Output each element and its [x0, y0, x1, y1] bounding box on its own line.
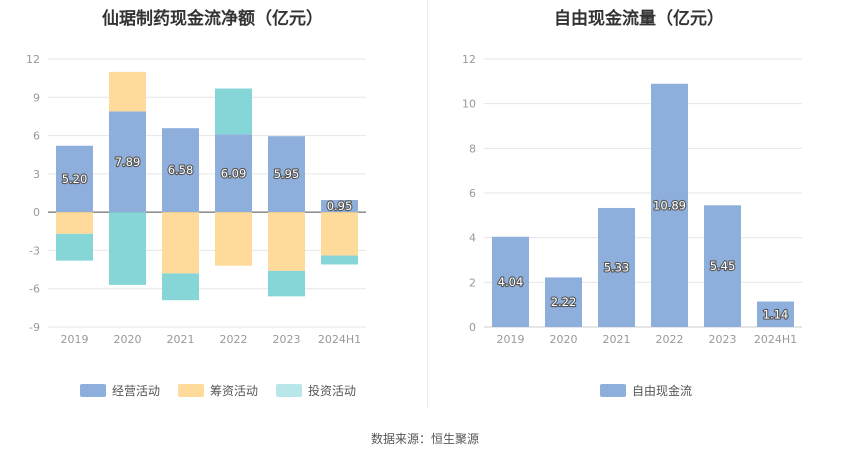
left-bar-筹资活动-2024H1	[321, 212, 358, 256]
right-data-label: 10.89	[653, 198, 686, 212]
left-bar-投资活动-2019	[56, 233, 93, 261]
legend-label-investing: 投资活动	[308, 384, 357, 398]
left-bar-经营活动-2024H1	[321, 200, 358, 213]
right-y-tick-label: 10	[462, 98, 476, 111]
right-bar-自由现金流-2021	[598, 207, 635, 327]
right-x-tick-label: 2019	[497, 333, 525, 346]
left-y-tick-label: 9	[33, 91, 40, 104]
left-data-label: 7.89	[115, 155, 141, 169]
left-y-tick-label: 12	[26, 53, 40, 66]
left-data-label: 5.20	[62, 172, 88, 186]
left-x-tick-label: 2020	[114, 333, 142, 346]
right-bar-自由现金流-2020	[545, 277, 582, 327]
left-bar-经营活动-2020	[109, 111, 146, 213]
right-x-tick-label: 2023	[709, 333, 737, 346]
right-y-tick-label: 12	[462, 53, 476, 66]
right-bar-自由现金流-2019	[492, 236, 529, 327]
left-bar-经营活动-2022	[215, 134, 252, 213]
legend-item-financing[interactable]: 筹资活动	[178, 382, 258, 399]
right-data-label: 4.04	[498, 275, 524, 289]
legend-swatch-operating	[80, 384, 106, 397]
legend-item-investing[interactable]: 投资活动	[276, 382, 356, 399]
right-chart-legend: 自由现金流	[600, 382, 692, 399]
left-bar-筹资活动-2019	[56, 212, 93, 234]
left-bar-经营活动-2023	[268, 136, 305, 213]
right-data-label: 1.14	[763, 307, 789, 321]
left-x-tick-label: 2022	[220, 333, 248, 346]
right-data-label: 5.45	[710, 259, 736, 273]
left-x-tick-label: 2019	[61, 333, 89, 346]
right-y-tick-label: 0	[469, 321, 476, 334]
right-x-tick-label: 2021	[603, 333, 631, 346]
charts-canvas: -9 -6 -3 0 3 6 9 12 2019 2020 2021 2022 2023 2024H1 5.…	[26, 53, 802, 346]
legend-label-financing: 筹资活动	[210, 384, 259, 398]
right-bar-自由现金流-2024H1	[757, 301, 794, 327]
legend-item-fcf[interactable]: 自由现金流	[600, 382, 692, 399]
legend-label-operating: 经营活动	[112, 384, 161, 398]
left-data-label: 6.58	[168, 163, 194, 177]
legend-swatch-investing	[276, 384, 303, 397]
left-chart-legend: 经营活动 筹资活动 投资活动	[80, 382, 356, 399]
right-data-label: 2.22	[551, 295, 577, 309]
right-chart-title: 自由现金流量（亿元）	[554, 9, 724, 29]
right-bar-自由现金流-2022	[651, 83, 688, 327]
left-y-tick-label: -9	[29, 321, 40, 334]
left-chart-title: 仙琚制药现金流净额（亿元）	[102, 9, 323, 29]
left-bar-投资活动-2021	[162, 273, 199, 301]
left-y-tick-label: -6	[29, 283, 40, 296]
right-y-tick-label: 8	[469, 142, 476, 155]
left-y-tick-label: 3	[33, 168, 40, 181]
data-source-note: 数据来源：恒生聚源	[370, 432, 479, 446]
left-x-tick-label: 2023	[273, 333, 301, 346]
left-bar-筹资活动-2021	[162, 212, 199, 274]
left-bar-投资活动-2022	[215, 88, 252, 135]
left-y-tick-label: -3	[29, 244, 40, 257]
left-bar-投资活动-2023	[268, 270, 305, 297]
right-x-tick-label: 2020	[550, 333, 578, 346]
right-x-tick-label: 2024H1	[754, 333, 797, 346]
legend-label-fcf: 自由现金流	[632, 384, 693, 398]
legend-item-operating[interactable]: 经营活动	[80, 382, 160, 399]
right-bar-自由现金流-2023	[704, 205, 741, 327]
left-y-tick-label: 6	[33, 130, 40, 143]
chart-divider	[427, 0, 428, 408]
left-x-tick-label: 2021	[167, 333, 195, 346]
left-bar-投资活动-2024H1	[321, 255, 358, 265]
left-bar-筹资活动-2022	[215, 212, 252, 266]
left-y-tick-label: 0	[33, 206, 40, 219]
right-y-tick-label: 6	[469, 187, 476, 200]
right-y-tick-label: 2	[469, 276, 476, 289]
legend-swatch-fcf	[600, 384, 626, 397]
left-bar-筹资活动-2023	[268, 212, 305, 271]
left-bar-筹资活动-2020	[109, 71, 146, 112]
left-data-label: 5.95	[274, 167, 300, 181]
left-data-label: 0.95	[327, 199, 353, 213]
left-bar-经营活动-2019	[56, 145, 93, 213]
left-data-label: 6.09	[221, 166, 247, 180]
right-x-tick-label: 2022	[656, 333, 684, 346]
left-bar-投资活动-2020	[109, 212, 146, 285]
right-data-label: 5.33	[604, 260, 630, 274]
legend-swatch-financing	[178, 384, 205, 397]
left-bar-经营活动-2021	[162, 128, 199, 213]
left-x-tick-label: 2024H1	[318, 333, 361, 346]
right-y-tick-label: 4	[469, 232, 476, 245]
